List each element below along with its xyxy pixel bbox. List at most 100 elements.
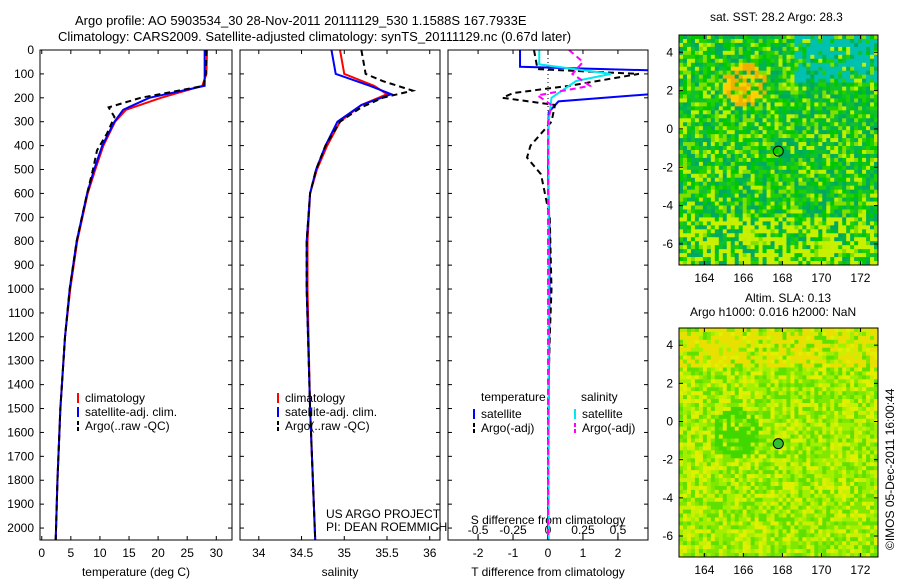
map-cell [838, 418, 843, 424]
map-cell [782, 434, 787, 440]
map-cell [834, 414, 839, 420]
map-cell [858, 237, 863, 242]
map-cell [679, 363, 684, 368]
map-cell [682, 355, 688, 361]
map-cell [842, 102, 847, 107]
map-cell [870, 347, 875, 353]
map-cell [858, 146, 863, 151]
map-cell [679, 217, 684, 222]
map-cell [738, 438, 744, 443]
map-cell [854, 339, 859, 345]
map-cell [714, 46, 720, 52]
map-cell [750, 146, 756, 151]
series-line-argo-raw-qc- [305, 50, 417, 540]
map-cell [754, 450, 760, 455]
map-cell [870, 253, 875, 258]
map-cell [702, 462, 708, 467]
map-cell [702, 165, 708, 171]
map-cell [870, 403, 875, 408]
map-cell [866, 138, 871, 143]
map-cell [694, 102, 700, 107]
map-cell [814, 233, 819, 238]
map-cell [846, 245, 851, 250]
map-cell [806, 62, 811, 68]
map-cell [834, 50, 839, 56]
map-cell [754, 379, 760, 384]
map-cell [706, 118, 712, 123]
map-cell [846, 173, 851, 179]
map-cell [750, 466, 756, 471]
map-cell [814, 418, 819, 424]
map-cell [762, 328, 768, 333]
map-cell [830, 430, 835, 436]
map-cell [830, 165, 835, 171]
map-cell [762, 355, 768, 361]
map-cell [834, 403, 839, 408]
map-cell [858, 422, 863, 428]
map-cell [714, 201, 720, 207]
map-cell [870, 367, 875, 372]
map-cell [686, 383, 692, 388]
map-cell [870, 454, 875, 459]
map-cell [686, 442, 692, 447]
map-cell [818, 221, 823, 226]
sla-map-title-1: Altim. SLA: 0.13 [745, 291, 832, 305]
map-cell [862, 399, 867, 404]
map-cell [694, 233, 700, 238]
map-cell [774, 213, 779, 218]
map-cell [722, 94, 728, 99]
map-cell [874, 185, 879, 191]
map-cell [742, 122, 748, 127]
map-cell [758, 217, 764, 222]
map-cell [738, 42, 744, 48]
map-cell [762, 418, 768, 424]
map-cell [822, 331, 827, 337]
map-cell [766, 177, 772, 183]
map-cell [698, 102, 704, 107]
map-cell [738, 126, 744, 131]
map-cell [806, 46, 811, 52]
map-cell [694, 165, 700, 171]
map-cell [834, 434, 839, 440]
map-cell [838, 217, 843, 222]
map-cell [686, 213, 692, 218]
map-cell [830, 343, 835, 349]
map-cell [770, 399, 776, 404]
map-cell [782, 335, 787, 341]
map-cell [690, 209, 696, 214]
map-cell [862, 233, 867, 238]
map-cell [706, 371, 712, 376]
map-cell [874, 403, 879, 408]
map-cell [682, 169, 688, 175]
map-cell [806, 406, 811, 412]
map-cell [714, 197, 720, 203]
map-cell [810, 70, 815, 76]
map-cell [802, 454, 807, 459]
map-cell [682, 86, 688, 92]
map-cell [786, 438, 791, 443]
map-cell [734, 114, 740, 119]
map-cell [874, 90, 879, 95]
map-cell [702, 410, 708, 416]
map-cell [774, 328, 779, 333]
map-cell [730, 94, 736, 99]
map-cell [874, 261, 879, 266]
map-cell [686, 363, 692, 368]
map-cell [814, 442, 819, 447]
map-cell [702, 379, 708, 384]
map-cell [722, 454, 728, 459]
map-cell [710, 157, 716, 163]
map-cell [818, 217, 823, 222]
temperature-panel: 0100200300400500600700800900100011001200… [7, 43, 233, 579]
map-cell [834, 462, 839, 467]
map-cell [802, 434, 807, 440]
map-cell [862, 328, 867, 333]
map-cell [766, 403, 772, 408]
map-cell [826, 363, 831, 368]
map-cell [754, 434, 760, 440]
map-cell [786, 110, 791, 115]
map-cell [858, 383, 863, 388]
map-cell [758, 442, 764, 447]
map-cell [698, 434, 704, 440]
map-cell [726, 74, 732, 80]
